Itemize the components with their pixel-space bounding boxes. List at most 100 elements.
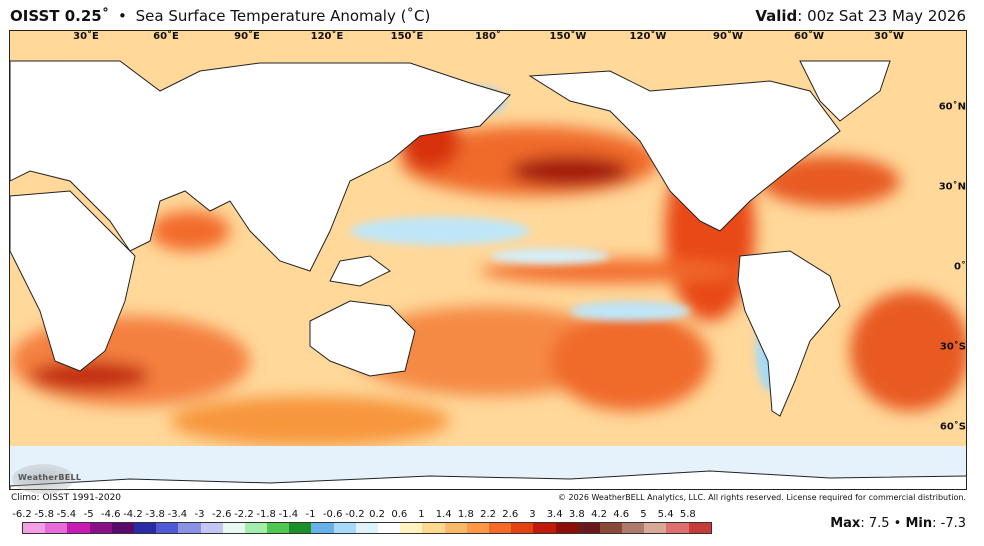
scale-tick-label: 3 [529,509,536,520]
valid-time: Valid: 00z Sat 23 May 2026 [755,7,966,25]
scale-tick-label: 3.8 [568,509,585,520]
max-value: : 7.5 [860,516,890,531]
scale-swatch [200,523,223,533]
scale-swatch [89,523,112,533]
greenland [799,60,891,122]
sst-anomaly-map [9,30,967,490]
max-label: Max [830,516,861,531]
scale-tick-label: -6.2 [12,509,32,520]
lat-label-60n: 60˚N [938,101,966,113]
scale-tick-label: -1.4 [278,509,299,520]
scale-tick-label: 2.2 [480,509,497,520]
lon-label-90e: 90˚E [234,31,260,42]
scale-tick-label: -0.6 [322,509,343,520]
scale-tick-label: 0.6 [391,509,408,520]
scale-swatch [577,523,600,533]
scale-swatch [400,523,423,533]
south-america [737,250,841,417]
scale-swatch [555,523,578,533]
climo-note: Climo: OISST 1991-2020 [11,493,122,503]
lon-label-60w: 60˚W [794,31,824,42]
lon-label-120w: 120˚W [629,31,667,42]
scale-swatch [622,523,645,533]
scale-swatch [511,523,534,533]
scale-tick-label: 4.6 [613,509,630,520]
min-value: : -7.3 [932,516,966,531]
scale-tick-label: -2.2 [234,509,254,520]
scale-swatch [422,523,445,533]
maritime-continent [329,255,391,287]
lon-label-150w: 150˚W [549,31,587,42]
scale-swatch [466,523,489,533]
scale-swatch [23,523,46,533]
scale-swatch [178,523,201,533]
scale-swatch [688,523,711,533]
valid-value: : 00z Sat 23 May 2026 [797,7,966,25]
scale-tick-label: 1 [418,509,425,520]
lon-label-120e: 120˚E [310,31,344,42]
scale-tick-label: 3.4 [546,509,563,520]
lat-label-30s: 30˚S [939,341,966,353]
scale-tick-label: 2.6 [502,509,519,520]
color-scale-legend: -6.2 -5.8 -5.4 -5 -4.6 -4.2 -3.8 -3.4 -3 -2.6 -2.2… [10,509,712,534]
valid-label: Valid [755,7,798,25]
scale-swatch [533,523,556,533]
lon-label-60e: 60˚E [153,31,179,42]
scale-color-bar [22,522,712,534]
max-min-readout: Max: 7.5 • Min: -7.3 [830,516,966,531]
scale-tick-label: 1.8 [457,509,474,520]
title-bullet: • [118,7,127,25]
antarctica [10,470,966,489]
scale-tick-label: 5.8 [679,509,696,520]
header: OISST 0.25˚ • Sea Surface Temperature An… [0,0,984,30]
continents [10,60,891,417]
scale-tick-label: 0.2 [369,509,386,520]
lon-label-180: 180˚ [475,31,501,42]
min-label: Min [905,516,933,531]
scale-swatch [133,523,157,533]
scale-swatch [311,523,334,533]
scale-swatch [156,523,179,533]
scale-tick-label: -1.8 [256,509,276,520]
scale-swatch [267,523,290,533]
scale-swatch [355,523,378,533]
eurasia [10,60,511,272]
scale-tick-label: -4.6 [101,509,121,520]
north-america [528,70,841,232]
scale-tick-label: -0.2 [345,509,365,520]
australia [309,300,416,377]
product-name: OISST 0.25˚ [10,7,110,25]
scale-tick-label: -3.8 [145,509,165,520]
scale-swatch [45,523,68,533]
scale-swatch [599,523,623,533]
scale-tick-label: -1 [305,509,316,520]
scale-tick-label: 4.2 [591,509,607,520]
lon-label-30e: 30˚E [73,31,99,42]
scale-tick-label: 1.4 [435,509,452,520]
scale-swatch [289,523,312,533]
map-subtitle: Sea Surface Temperature Anomaly (˚C) [135,7,431,25]
scale-swatch [488,523,512,533]
scale-tick-label: -2.6 [211,509,232,520]
lat-label-30n: 30˚N [938,181,966,193]
scale-swatch [644,523,667,533]
map-graphic [10,31,966,489]
scale-swatch [111,523,134,533]
lat-label-60s: 60˚S [939,421,966,433]
scale-tick-label: -5.8 [34,509,54,520]
scale-swatch [378,523,401,533]
map-title: OISST 0.25˚ • Sea Surface Temperature An… [10,7,430,25]
scale-tick-label: -4.2 [123,509,143,520]
africa [10,190,136,372]
scale-swatch [444,523,467,533]
scale-tick-label: -5.4 [56,509,77,520]
max-min-separator: • [893,516,902,531]
scale-swatch [333,523,356,533]
lon-label-30w: 30˚W [874,31,904,42]
logo-text: WeatherBELL [18,473,82,482]
lon-label-90w: 90˚W [713,31,743,42]
scale-tick-labels: -6.2 -5.8 -5.4 -5 -4.6 -4.2 -3.8 -3.4 -3 -2.6 -2.2… [10,509,710,522]
scale-tick-label: -3.4 [167,509,188,520]
scale-swatch [244,523,268,533]
scale-tick-label: -3 [194,509,205,520]
